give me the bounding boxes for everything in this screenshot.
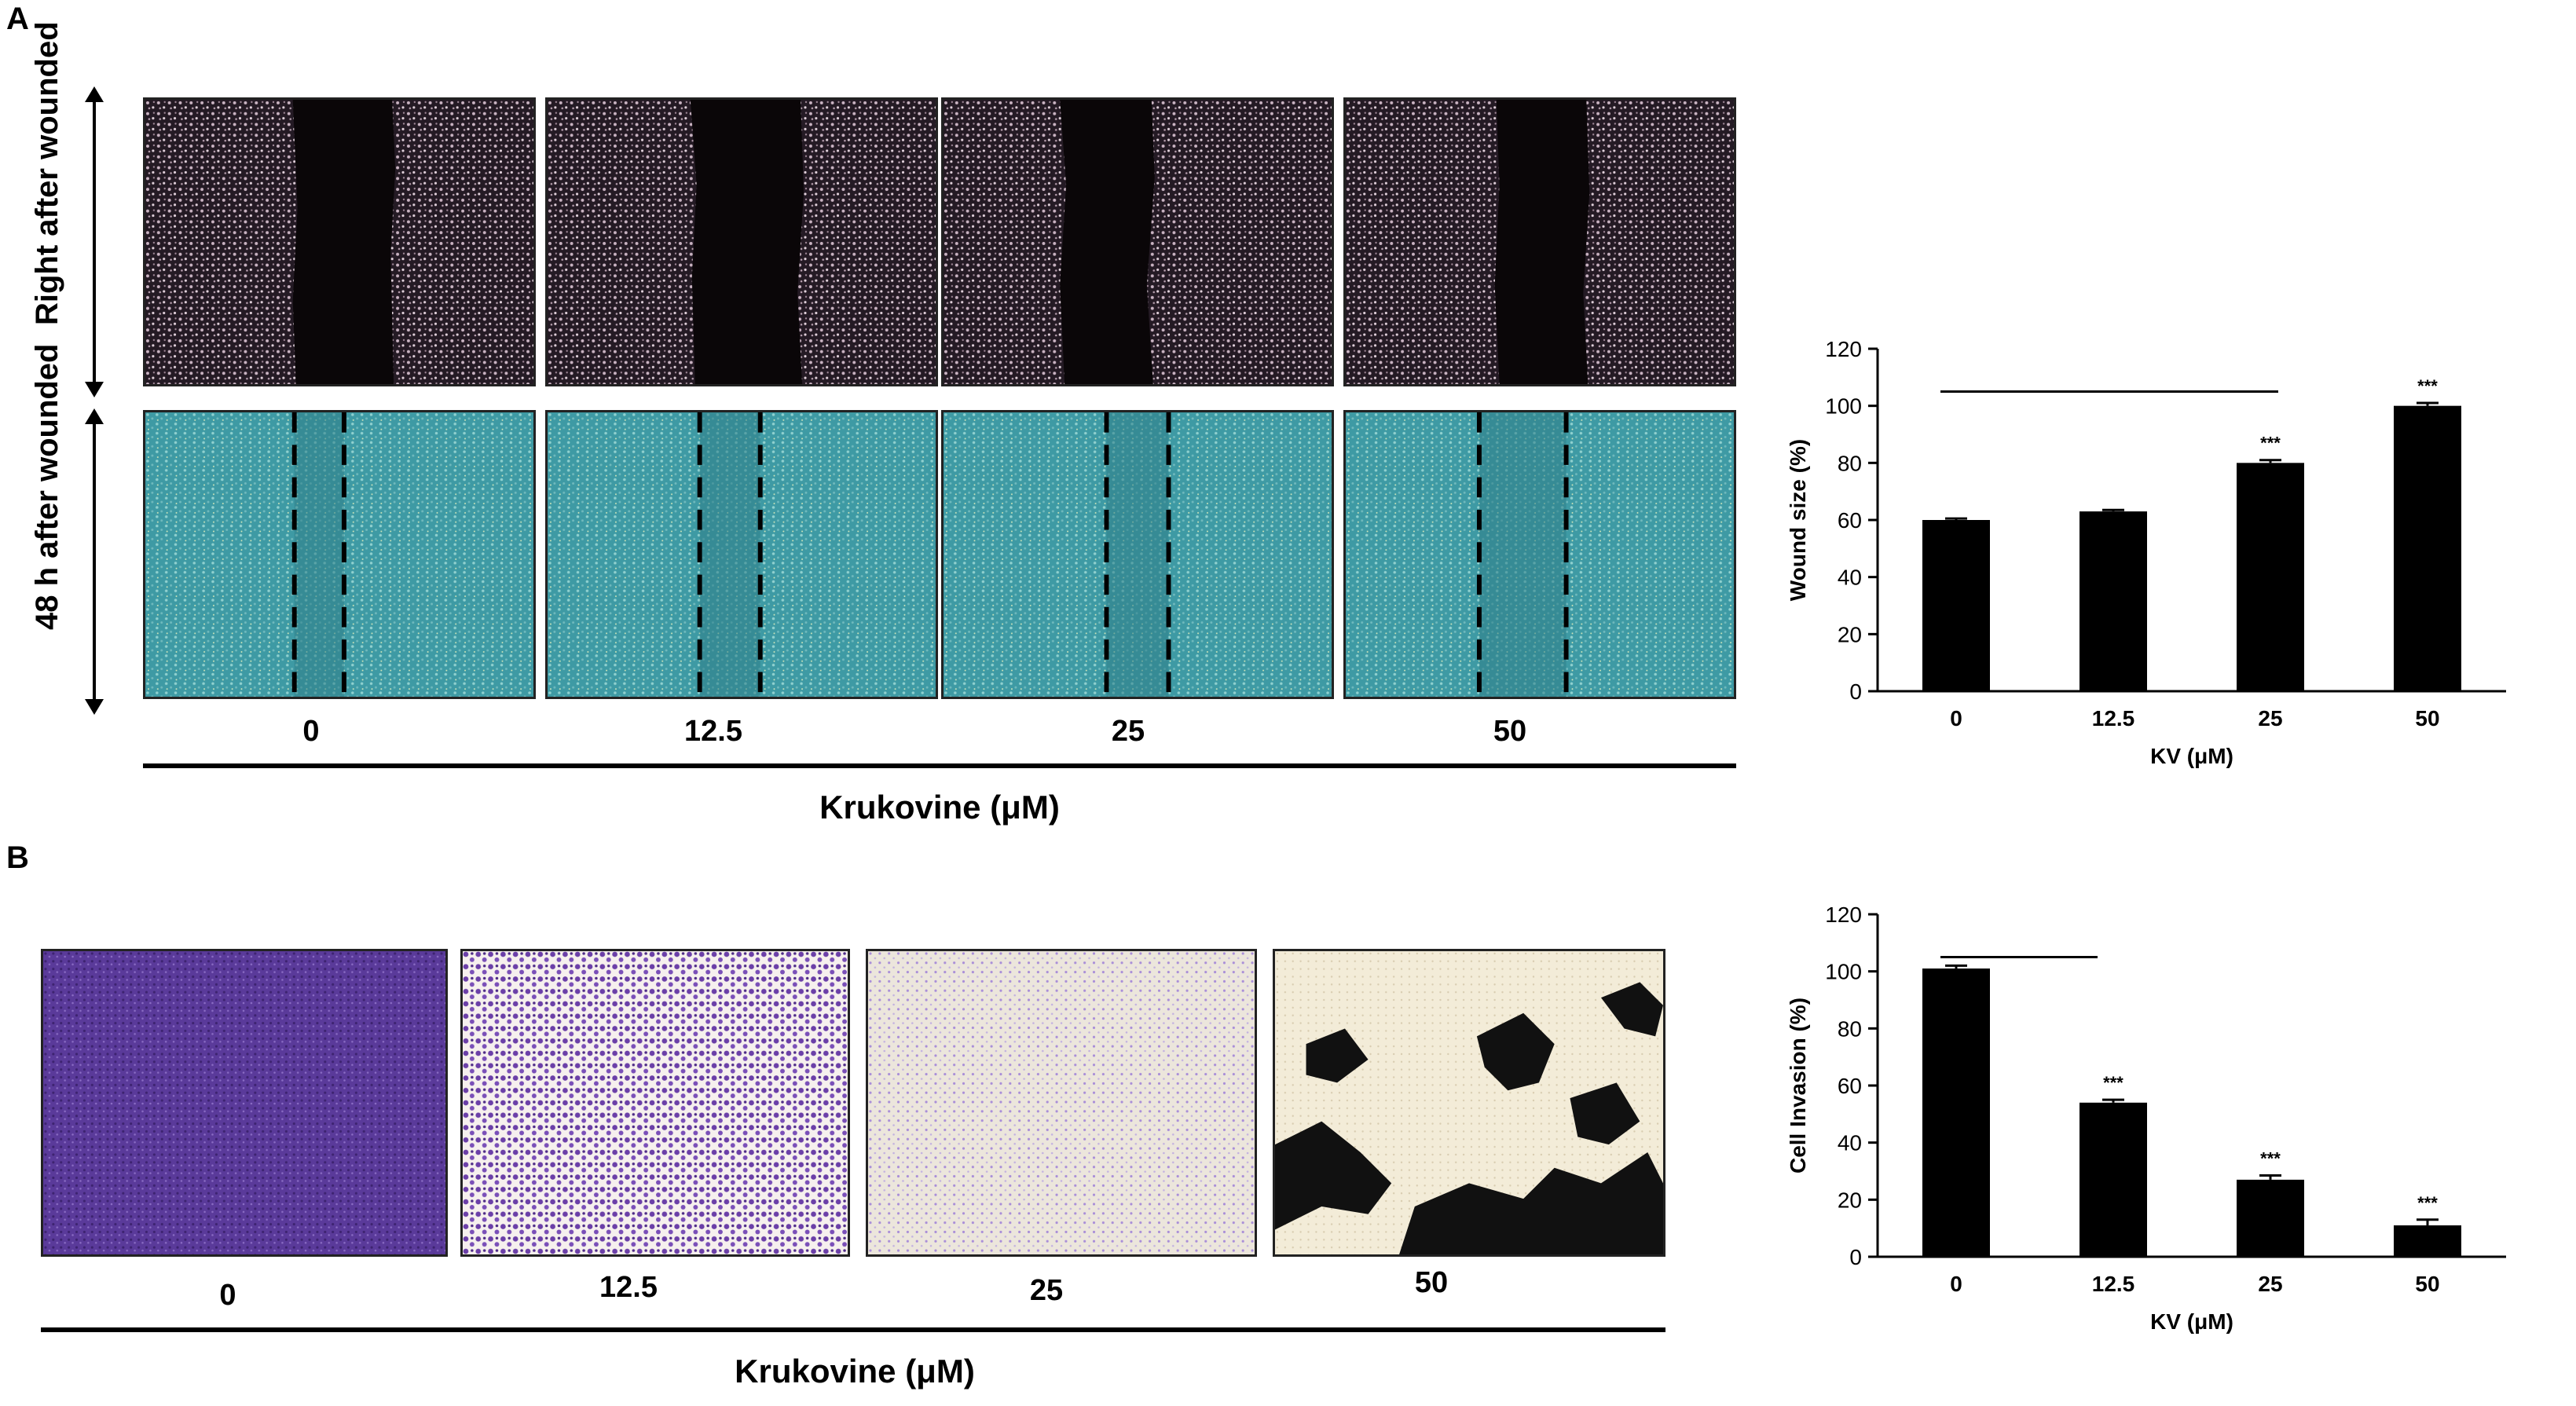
y-tick-label: 100 — [1825, 960, 1862, 984]
bar — [2394, 1225, 2461, 1257]
conc-label-b-25: 25 — [1029, 1274, 1064, 1307]
image-invasion-12-5 — [460, 949, 850, 1257]
x-axis-label: KV (μM) — [2150, 744, 2233, 768]
y-tick-label: 20 — [1838, 1188, 1862, 1212]
panel-b-baseline — [41, 1327, 1665, 1332]
image-healed-12-5 — [545, 410, 938, 699]
y-tick-label: 100 — [1825, 394, 1862, 419]
conc-label-b-12-5: 12.5 — [599, 1271, 658, 1304]
x-tick-label: 50 — [2415, 1272, 2439, 1296]
y-tick-label: 60 — [1838, 1074, 1862, 1098]
significance-mark: *** — [2417, 376, 2438, 396]
bar — [2079, 511, 2147, 691]
x-tick-label: 25 — [2258, 706, 2282, 730]
y-tick-label: 80 — [1838, 1016, 1862, 1041]
row-arrows — [85, 86, 104, 715]
conc-label-a-12-5: 12.5 — [684, 715, 742, 748]
panel-a-axis-title: Krukovine (μM) — [819, 789, 1060, 826]
x-axis-label: KV (μM) — [2150, 1309, 2233, 1334]
arrow-row2-head-bottom — [85, 699, 104, 715]
y-tick-label: 40 — [1838, 566, 1862, 590]
image-healed-0 — [143, 410, 536, 699]
image-invasion-50 — [1273, 949, 1665, 1257]
row-label-48h-after: 48 h after wounded — [30, 343, 64, 631]
conc-label-b-50: 50 — [1414, 1266, 1449, 1299]
bar — [2237, 1179, 2304, 1257]
x-tick-label: 0 — [1950, 1272, 1962, 1296]
chart-cell-invasion: 0 20 40 60 80 100 120 Cell Invasion (%) 0 12.5 ***… — [1786, 903, 2506, 1334]
significance-mark: *** — [2417, 1193, 2438, 1213]
arrow-row1-head-bottom — [85, 382, 104, 397]
y-tick-label: 120 — [1825, 903, 1862, 927]
bar — [1922, 520, 1990, 691]
y-tick-label: 120 — [1825, 337, 1862, 361]
y-tick-label: 0 — [1849, 1245, 1862, 1269]
x-tick-label: 0 — [1950, 706, 1962, 730]
conc-label-a-50: 50 — [1493, 715, 1527, 748]
image-scratch-50 — [1343, 97, 1736, 386]
x-tick-label: 12.5 — [2092, 706, 2135, 730]
panel-a-letter: A — [6, 2, 29, 36]
image-scratch-0 — [143, 97, 536, 386]
y-tick-label: 20 — [1838, 622, 1862, 646]
image-healed-25 — [941, 410, 1334, 699]
bar — [2079, 1102, 2147, 1257]
panel-b-letter: B — [6, 840, 29, 875]
significance-mark: *** — [2103, 1073, 2123, 1093]
row-label-right-after: Right after wounded — [30, 21, 64, 325]
conc-label-b-0: 0 — [219, 1279, 236, 1312]
arrow-row2-head-top — [85, 408, 104, 424]
arrow-row1-head-top — [85, 86, 104, 102]
bar — [2237, 463, 2304, 691]
bar — [1922, 968, 1990, 1257]
panel-a-baseline — [143, 763, 1736, 768]
bar — [2394, 405, 2461, 691]
y-tick-label: 0 — [1849, 679, 1862, 704]
y-axis-label: Wound size (%) — [1786, 439, 1810, 601]
significance-mark: *** — [2260, 1148, 2281, 1168]
image-invasion-25 — [866, 949, 1257, 1257]
significance-mark: *** — [2260, 434, 2281, 453]
conc-label-a-0: 0 — [302, 715, 320, 748]
x-tick-label: 50 — [2415, 706, 2439, 730]
image-healed-50 — [1343, 410, 1736, 699]
chart-wound-size: 0 20 40 60 80 100 120 Wound size (%) 0 12.5 25 *** 5… — [1786, 337, 2506, 768]
conc-label-a-25: 25 — [1111, 715, 1145, 748]
image-scratch-25 — [941, 97, 1334, 386]
y-tick-label: 80 — [1838, 451, 1862, 475]
x-tick-label: 25 — [2258, 1272, 2282, 1296]
y-tick-label: 60 — [1838, 508, 1862, 533]
image-invasion-0 — [41, 949, 448, 1257]
y-tick-label: 40 — [1838, 1131, 1862, 1155]
y-axis-label: Cell Invasion (%) — [1786, 998, 1810, 1173]
image-scratch-12-5 — [545, 97, 938, 386]
panel-b-axis-title: Krukovine (μM) — [735, 1353, 975, 1390]
x-tick-label: 12.5 — [2092, 1272, 2135, 1296]
